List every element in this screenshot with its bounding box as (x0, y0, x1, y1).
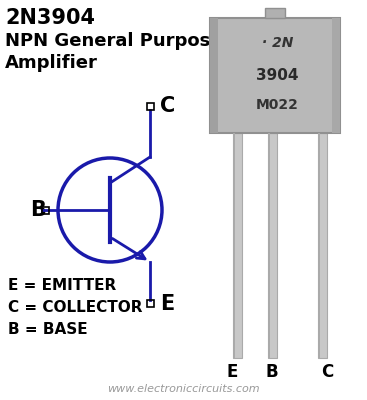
Bar (210, 18, 218, 133)
Bar (42, 206, 49, 214)
Text: M022: M022 (256, 98, 299, 112)
Text: NPN General Purpose: NPN General Purpose (5, 32, 222, 50)
Text: Amplifier: Amplifier (5, 54, 98, 72)
Text: B: B (30, 200, 46, 220)
Bar (317, 133, 320, 358)
Bar (233, 133, 235, 358)
Bar (233, 133, 241, 358)
Bar (268, 133, 276, 358)
Bar (146, 300, 153, 307)
Text: B: B (266, 363, 278, 381)
Bar (210, 18, 340, 133)
Text: C = COLLECTOR: C = COLLECTOR (8, 300, 142, 315)
Bar (317, 133, 327, 358)
Bar (332, 18, 340, 133)
Text: 2N3904: 2N3904 (5, 8, 95, 28)
Text: E: E (160, 294, 174, 314)
Text: E = EMITTER: E = EMITTER (8, 278, 116, 293)
Text: B = BASE: B = BASE (8, 322, 88, 337)
Bar (146, 103, 153, 110)
Text: www.electroniccircuits.com: www.electroniccircuits.com (107, 384, 259, 394)
Text: · 2N: · 2N (262, 36, 293, 50)
Text: C: C (321, 363, 333, 381)
Bar (268, 133, 269, 358)
Text: 3904: 3904 (257, 68, 299, 83)
Text: E: E (226, 363, 238, 381)
Bar (265, 8, 285, 18)
Text: C: C (160, 96, 175, 116)
